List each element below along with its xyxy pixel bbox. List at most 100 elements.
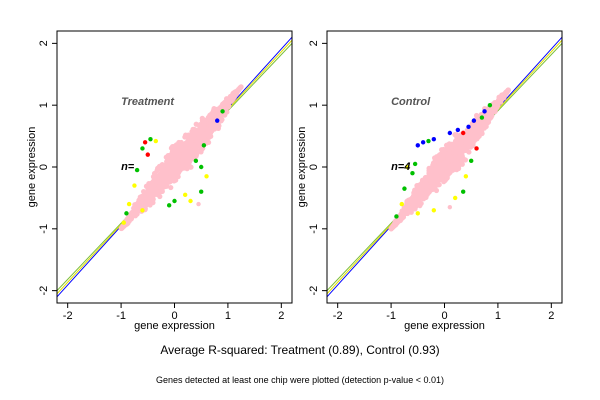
cloud-point — [126, 215, 132, 221]
outlier-point — [153, 138, 159, 144]
cloud-point — [208, 123, 214, 129]
outlier-point — [452, 195, 458, 201]
cloud-point — [180, 157, 186, 163]
cloud-point — [182, 145, 188, 151]
cloud-point — [428, 179, 434, 185]
plot-area-left — [57, 36, 292, 298]
cloud-point — [423, 194, 429, 200]
cloud-point — [227, 95, 233, 102]
outlier-point — [148, 136, 153, 142]
cloud-point — [477, 124, 483, 130]
cloud-point — [189, 142, 195, 148]
outlier-point — [399, 201, 404, 207]
outlier-point — [431, 208, 437, 213]
cloud-point — [163, 172, 169, 178]
y-tick-label: -1 — [38, 224, 50, 234]
outlier-point — [126, 201, 132, 207]
outlier-point — [471, 118, 477, 123]
outlier-point — [140, 208, 145, 213]
x-tick-label: 2 — [278, 310, 284, 322]
x-tick-label: 2 — [548, 310, 554, 322]
cloud-point — [202, 125, 208, 132]
cloud-point — [205, 133, 212, 139]
plot-panel-right: -2 -1 0 1 2 -2 -1 0 1 2 gene expression gene expres… — [296, 30, 563, 332]
y-tick-label: -2 — [38, 286, 50, 296]
caption-average-r-squared: Average R-squared: Treatment (0.89), Con… — [160, 343, 440, 357]
cloud-point — [452, 132, 458, 138]
y-tick-label: 2 — [308, 40, 320, 46]
outlier-point — [166, 203, 172, 208]
cloud-point — [174, 150, 180, 157]
outlier-point — [460, 130, 466, 136]
plot-area-right — [327, 36, 562, 298]
cloud-point — [444, 160, 451, 166]
cloud-point — [389, 225, 395, 231]
cloud-point — [188, 149, 194, 155]
cloud-point — [483, 119, 489, 125]
cloud-point — [463, 133, 469, 139]
outlier-point — [402, 186, 407, 191]
outlier-point — [145, 152, 150, 157]
cloud-point — [499, 93, 505, 100]
cloud-point — [440, 146, 447, 153]
cloud-point — [415, 184, 421, 190]
cloud-point — [133, 211, 139, 218]
outlier-point — [196, 201, 201, 207]
cloud-point — [435, 158, 441, 164]
n-label: n=4 — [391, 161, 410, 173]
cloud-point — [159, 173, 165, 179]
cloud-point — [455, 165, 462, 172]
cloud-point — [194, 127, 200, 133]
x-tick-label: -1 — [386, 310, 396, 322]
outlier-point — [404, 164, 410, 170]
outlier-point — [463, 174, 469, 179]
cloud-point — [190, 132, 196, 138]
cloud-point — [168, 184, 174, 191]
cloud-point — [141, 194, 147, 200]
outlier-point — [140, 146, 145, 151]
cloud-point — [234, 88, 240, 94]
cloud-point — [457, 134, 463, 140]
cloud-point — [147, 185, 153, 191]
cloud-point — [211, 105, 217, 112]
outlier-point — [161, 130, 167, 136]
y-tick-label: -2 — [308, 286, 320, 296]
panel-title: Control — [391, 96, 431, 108]
cloud-point — [119, 224, 125, 230]
cloud-point — [476, 133, 482, 139]
y-tick-label: 1 — [38, 102, 50, 108]
cloud-point — [207, 127, 213, 133]
x-tick-label: -1 — [116, 310, 126, 322]
cloud-point — [141, 190, 148, 196]
cloud-point — [156, 180, 162, 186]
cloud-point — [196, 133, 202, 139]
cloud-point — [405, 202, 411, 208]
n-label: n= — [121, 161, 135, 173]
cloud-point — [160, 168, 166, 174]
y-tick-label: -1 — [308, 224, 320, 234]
outlier-point — [410, 170, 415, 176]
cloud-point — [154, 191, 160, 198]
cloud-point — [403, 206, 409, 212]
cloud-point — [439, 170, 445, 176]
caption-detection-note: Genes detected at least one chip were pl… — [156, 375, 444, 385]
cloud-point — [429, 168, 435, 174]
expression-cloud — [388, 87, 511, 232]
x-tick-label: 1 — [495, 310, 501, 322]
cloud-point — [159, 184, 165, 190]
outlier-point — [447, 130, 453, 136]
cloud-point — [428, 172, 434, 178]
y-tick-label: 1 — [308, 102, 320, 108]
x-tick-label: 1 — [225, 310, 231, 322]
outlier-point — [474, 146, 479, 151]
cloud-point — [409, 199, 416, 205]
cloud-point — [464, 143, 470, 149]
outlier-point — [121, 220, 126, 225]
x-tick-label: 0 — [171, 310, 177, 322]
cloud-point — [161, 179, 167, 185]
cloud-point — [178, 139, 184, 146]
cloud-point — [475, 115, 481, 121]
cloud-point — [143, 202, 149, 208]
x-tick-label: -2 — [333, 310, 343, 322]
outlier-point — [412, 161, 418, 167]
